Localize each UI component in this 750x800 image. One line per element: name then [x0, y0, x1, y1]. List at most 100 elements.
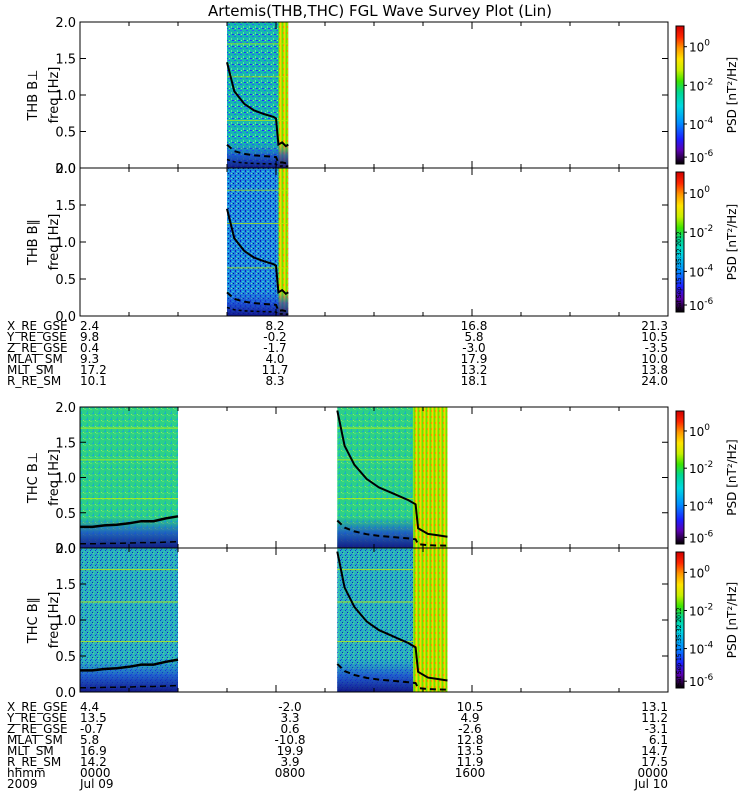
- orbit-row-label: MLAT_SM: [7, 733, 63, 747]
- orbit-value: 16.8: [461, 319, 488, 333]
- orbit-ephemeris-tables: X_RE_GSE 2.4 8.2 16.8 21.3 Y_RE_GSE 9.8 -0.2 5.8…: [6, 319, 668, 791]
- y-tick-label: 1.0: [55, 89, 76, 104]
- orbit-value: 11.2: [641, 711, 668, 725]
- orbit-value: 11.7: [262, 363, 289, 377]
- orbit-value: 13.8: [641, 363, 668, 377]
- y-tick-label: 1.0: [55, 236, 76, 251]
- colorbar-tick-label: 10-4: [689, 116, 714, 132]
- colorbar-tick-label: 10-2: [689, 224, 713, 240]
- gyrofrequency-fraction-line: [226, 143, 289, 165]
- orbit-value: -0.2: [263, 330, 286, 344]
- orbit-row-label: 2009: [7, 777, 38, 791]
- orbit-value: 13.1: [641, 700, 668, 714]
- panel-frame: [79, 167, 669, 317]
- orbit-row-label: Z_RE_GSE: [7, 722, 68, 736]
- orbit-value: 8.3: [265, 374, 284, 388]
- orbit-value: 2.4: [80, 319, 99, 333]
- orbit-table-1: X_RE_GSE 2.4 8.2 16.8 21.3 Y_RE_GSE 9.8 -0.2 5.8…: [6, 319, 668, 388]
- orbit-value: 4.0: [265, 352, 284, 366]
- colorbar-tick-label: 10-2: [689, 602, 713, 618]
- orbit-row-label: MLT_SM: [7, 744, 54, 758]
- colorbar-label: PSD [nT²/Hz]: [725, 57, 739, 133]
- y-axis-label: freq [Hz]: [47, 449, 62, 506]
- colorbar-label: PSD [nT²/Hz]: [725, 204, 739, 280]
- y-tick-label: 1.0: [55, 472, 76, 487]
- panel-label: THC B⊥: [26, 452, 41, 504]
- panel-thc-par: 0.0 0.5 1.0 1.5 2.0 THC B∥ freq [Hz] 100 10-2 10-…: [26, 542, 739, 701]
- gyrofrequency-line: [226, 61, 289, 148]
- y-tick-label: 2.0: [55, 16, 76, 31]
- gyrofrequency-low-line: [226, 158, 289, 167]
- gyrofrequency-fraction-line: [226, 291, 289, 313]
- y-tick-label: 0.0: [55, 542, 76, 557]
- orbit-value: 11.9: [457, 755, 484, 769]
- orbit-row-label: X_RE_GSE: [7, 700, 68, 714]
- spectrogram-panels: 0.0 0.5 1.0 1.5 2.0 THB B⊥ freq [Hz] 100 10-2 10-…: [26, 16, 739, 701]
- spectrogram-hot-band: [413, 548, 448, 692]
- orbit-value: -10.8: [274, 733, 305, 747]
- gyrofrequency-line: [226, 208, 289, 296]
- colorbar: [675, 171, 685, 313]
- orbit-value: 14.7: [641, 744, 668, 758]
- orbit-row-label: hhmm: [7, 766, 46, 780]
- y-tick-label: 0.5: [55, 273, 76, 288]
- colorbar-tick-label: 10-4: [689, 497, 714, 513]
- gyrofrequency-low-line: [226, 306, 289, 315]
- orbit-value: 9.3: [80, 352, 99, 366]
- orbit-row-label: R_RE_SM: [7, 374, 61, 388]
- orbit-value: 1600: [455, 766, 486, 780]
- orbit-value: 10.5: [457, 700, 484, 714]
- orbit-value: 10.0: [641, 352, 668, 366]
- orbit-value: 3.9: [280, 755, 299, 769]
- y-tick-label: 2.0: [55, 162, 76, 177]
- orbit-value: 13.2: [461, 363, 488, 377]
- y-tick-label: 2.0: [55, 542, 76, 557]
- panel-thb-perp: 0.0 0.5 1.0 1.5 2.0 THB B⊥ freq [Hz] 100 10-2 10-…: [26, 16, 739, 177]
- panel-label: THC B∥: [26, 597, 41, 644]
- colorbar: [675, 25, 685, 165]
- orbit-value: -2.0: [278, 700, 301, 714]
- y-tick-label: 1.0: [55, 614, 76, 629]
- gyrofrequency-line: [336, 410, 448, 538]
- orbit-value: 10.5: [641, 330, 668, 344]
- colorbar-tick-label: 10-6: [689, 149, 714, 165]
- orbit-value: 0000: [637, 766, 668, 780]
- y-axis-label: freq [Hz]: [47, 67, 62, 124]
- gyrofrequency-fraction-line-early: [80, 684, 179, 689]
- colorbar-tick-label: 100: [689, 185, 710, 201]
- colorbar-tick-label: 10-6: [689, 297, 714, 313]
- orbit-value: 5.8: [464, 330, 483, 344]
- colorbar: [675, 410, 685, 545]
- y-tick-label: 0.5: [55, 126, 76, 141]
- colorbar-tick-label: 10-2: [689, 77, 713, 93]
- gyrofrequency-line: [336, 551, 448, 682]
- orbit-value: 0000: [80, 766, 111, 780]
- gyrofrequency-fraction-line-early: [80, 540, 179, 545]
- orbit-value: Jul 10: [633, 777, 668, 791]
- orbit-row-label: Y_RE_GSE: [6, 711, 67, 725]
- orbit-value: 5.8: [80, 733, 99, 747]
- panel-frame: [79, 21, 669, 169]
- orbit-value: 17.9: [461, 352, 488, 366]
- orbit-row-label: Z_RE_GSE: [7, 341, 68, 355]
- orbit-value: 0.4: [80, 341, 99, 355]
- panel-thb-par: 0.0 0.5 1.0 1.5 2.0 THB B∥ freq [Hz] 100 10-2 10-…: [26, 162, 739, 325]
- y-tick-label: 0.0: [55, 686, 76, 701]
- orbit-value: 13.5: [457, 744, 484, 758]
- orbit-row-label: R_RE_SM: [7, 755, 61, 769]
- orbit-value: Jul 09: [79, 777, 114, 791]
- orbit-value: 4.9: [460, 711, 479, 725]
- orbit-value: 4.4: [80, 700, 99, 714]
- panel-thc-perp: 0.0 0.5 1.0 1.5 2.0 THC B⊥ freq [Hz] 100 10-2 10-…: [26, 401, 739, 557]
- orbit-value: -3.0: [462, 341, 485, 355]
- plot-title: Artemis(THB,THC) FGL Wave Survey Plot (L…: [208, 2, 552, 20]
- orbit-value: 19.9: [277, 744, 304, 758]
- orbit-table-2: X_RE_GSE 4.4 -2.0 10.5 13.1 Y_RE_GSE 13.5 3.3 4.…: [6, 700, 668, 791]
- spectrogram-hot-band: [413, 407, 448, 548]
- y-tick-label: 0.0: [55, 310, 76, 325]
- orbit-row-label: MLAT_SM: [7, 352, 63, 366]
- y-tick-label: 0.5: [55, 507, 76, 522]
- colorbar-tick-label: 10-4: [689, 641, 714, 657]
- orbit-value: -3.1: [645, 722, 668, 736]
